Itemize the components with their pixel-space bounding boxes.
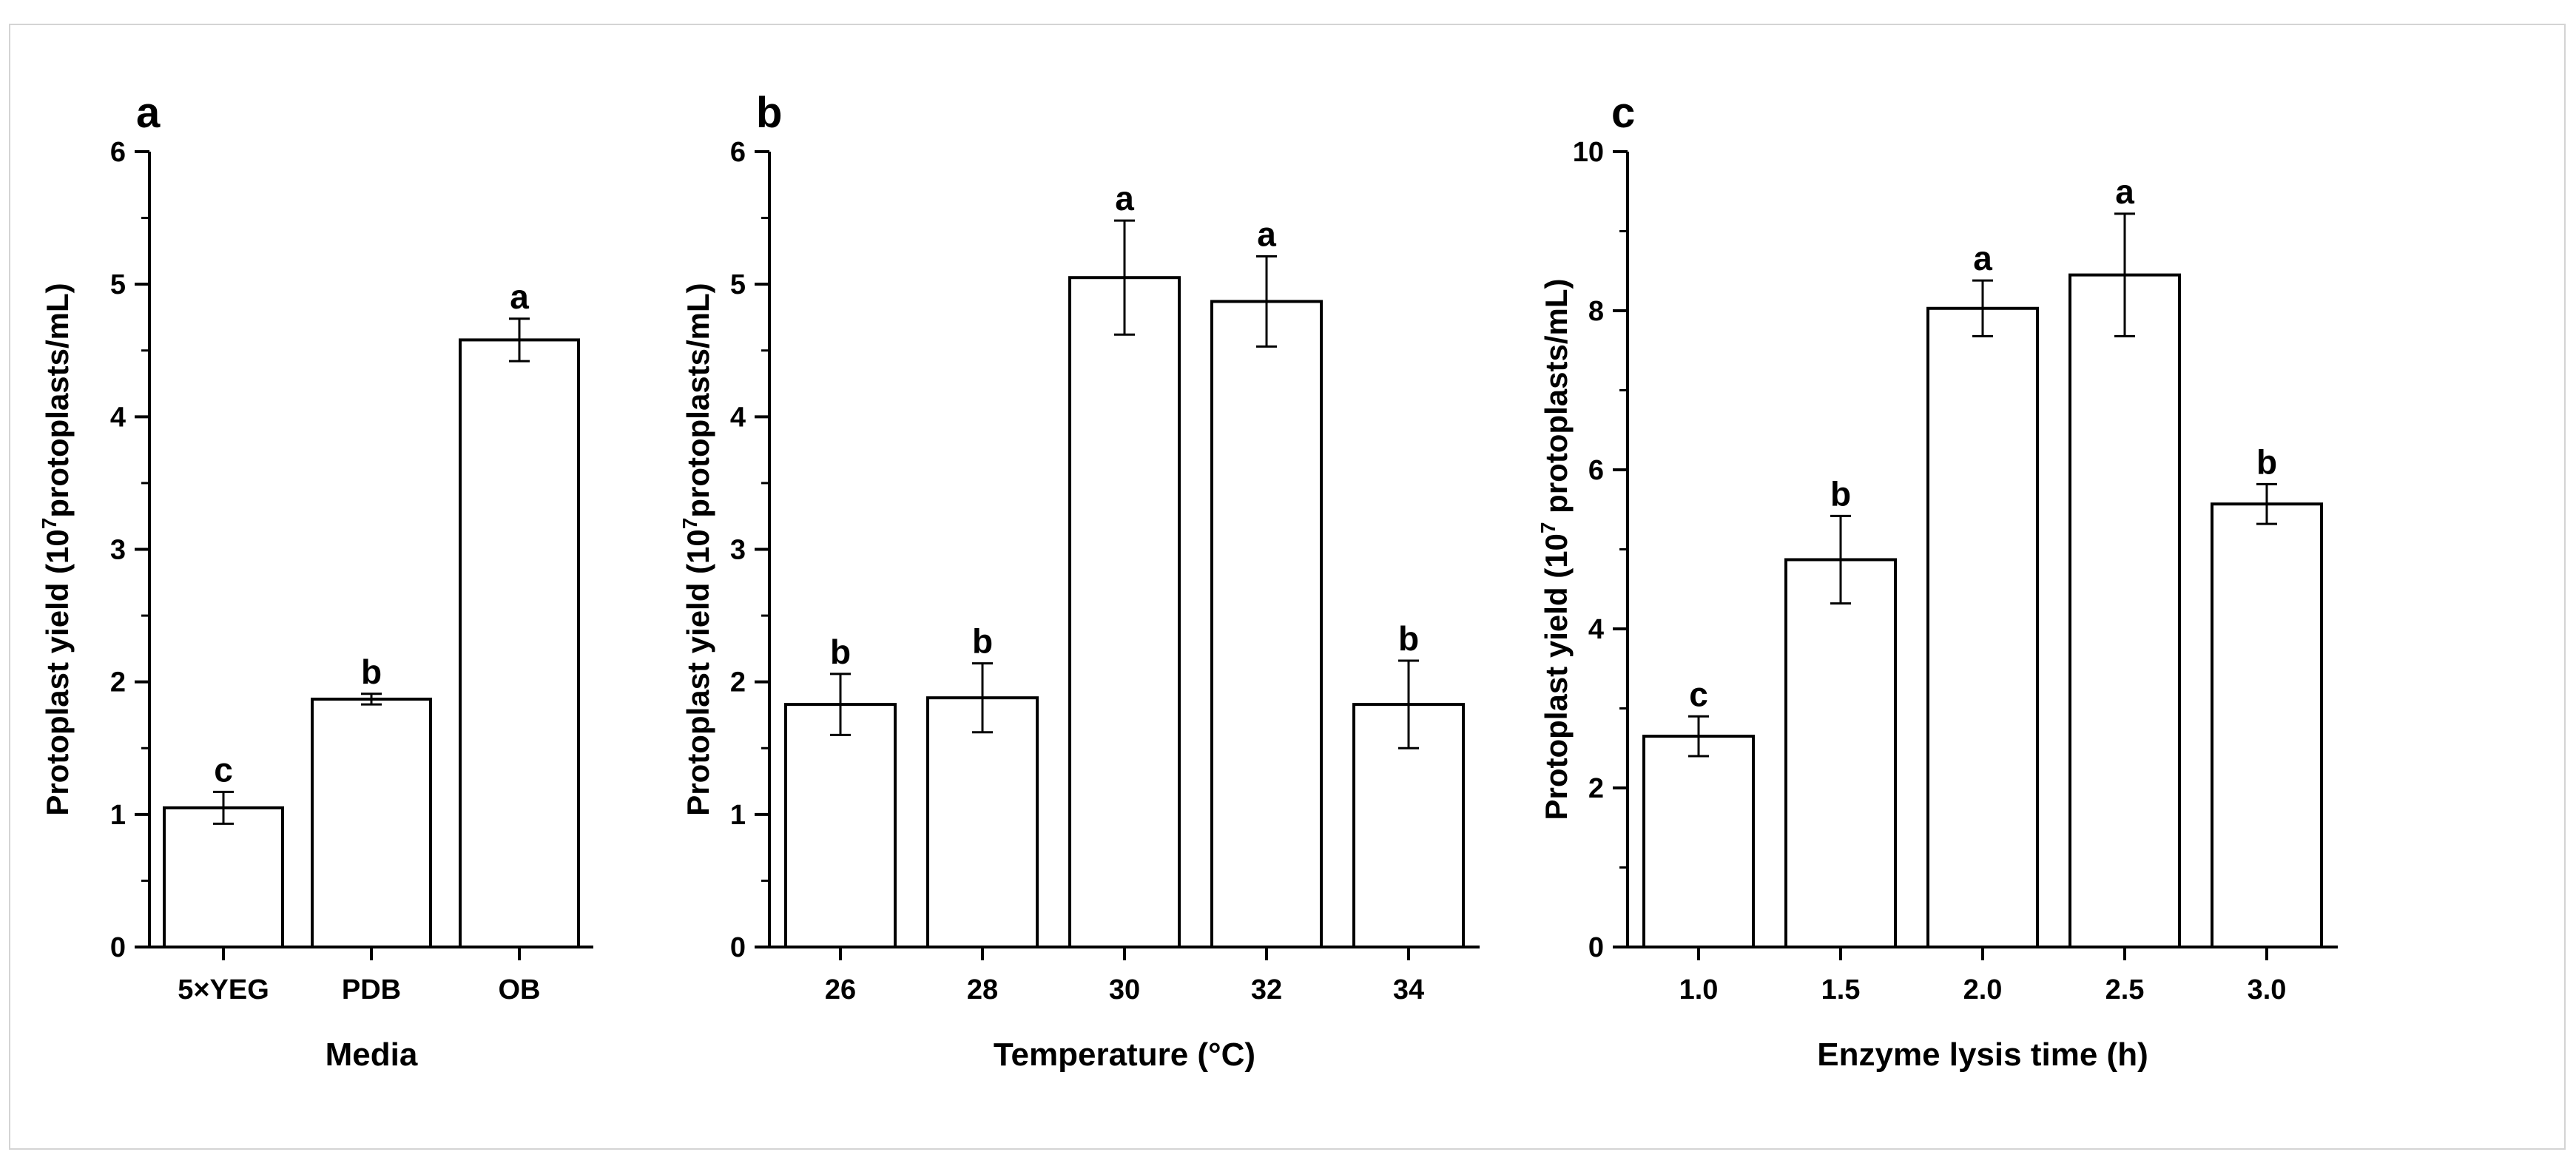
significance-letter: a <box>2115 172 2134 211</box>
y-axis-label-exponent: 7 <box>1537 522 1560 534</box>
x-axis-label: Temperature (°C) <box>994 1037 1255 1073</box>
y-axis-label: Protoplast yield (107protoplasts/mL) <box>38 283 75 815</box>
y-tick-label: 3 <box>730 535 746 566</box>
y-axis-label: Protoplast yield (107protoplasts/mL) <box>678 283 715 815</box>
bar <box>163 806 284 948</box>
y-tick-label: 3 <box>110 535 126 566</box>
x-axis-label: Media <box>326 1037 418 1073</box>
x-tick-label: OB <box>499 974 541 1005</box>
significance-letter: b <box>1830 474 1851 513</box>
x-axis-label: Enzyme lysis time (h) <box>1817 1037 2148 1073</box>
significance-letter: b <box>972 622 993 661</box>
y-axis-label-prefix: Protoplast yield (10 <box>40 529 75 815</box>
x-tick-label: 30 <box>1109 974 1140 1005</box>
significance-letter: a <box>1257 215 1276 254</box>
significance-letter: b <box>2256 442 2277 481</box>
x-tick-label: PDB <box>342 974 401 1005</box>
y-tick-label: 4 <box>110 402 126 433</box>
x-tick-label: 1.5 <box>1821 974 1861 1005</box>
y-axis-label-suffix: protoplasts/mL) <box>1539 278 1574 522</box>
bar <box>311 697 432 948</box>
panel-letter: c <box>1611 89 1635 137</box>
y-tick-label: 6 <box>730 137 746 168</box>
bar <box>1210 300 1323 949</box>
y-tick-label: 6 <box>110 137 126 168</box>
y-tick-label: 2 <box>730 667 746 698</box>
bar <box>459 338 580 948</box>
y-axis-label-exponent: 7 <box>678 518 701 530</box>
chart-panel-a: a c 5×YEG b PDB a OB 0 1 2 3 4 5 6 Media Protoplast yie… <box>38 89 593 1073</box>
x-tick-label: 3.0 <box>2248 974 2287 1005</box>
y-axis-label: Protoplast yield (107 protoplasts/mL) <box>1537 278 1574 820</box>
x-tick-label: 2.0 <box>1963 974 2003 1005</box>
y-tick-label: 5 <box>110 269 126 300</box>
significance-letter: b <box>1398 619 1419 658</box>
x-tick-label: 5×YEG <box>178 974 269 1005</box>
x-tick-label: 34 <box>1393 974 1424 1005</box>
x-tick-label: 2.5 <box>2105 974 2145 1005</box>
y-tick-label: 0 <box>730 932 746 963</box>
y-axis-label-suffix: protoplasts/mL) <box>681 283 715 517</box>
y-tick-label: 0 <box>1588 932 1604 963</box>
bar <box>1068 276 1181 949</box>
y-tick-label: 5 <box>730 269 746 300</box>
y-tick-label: 0 <box>110 932 126 963</box>
x-tick-label: 1.0 <box>1679 974 1719 1005</box>
significance-letter: a <box>1115 179 1134 218</box>
significance-letter: b <box>830 633 851 671</box>
bar <box>2211 502 2323 948</box>
y-axis-label-prefix: Protoplast yield (10 <box>681 529 715 815</box>
y-axis-label-exponent: 7 <box>38 518 61 530</box>
y-tick-label: 2 <box>110 667 126 698</box>
y-tick-label: 1 <box>730 800 746 831</box>
y-tick-label: 6 <box>1588 455 1604 486</box>
bar <box>926 696 1039 949</box>
significance-letter: a <box>1973 239 1992 277</box>
bar <box>784 703 897 948</box>
x-tick-label: 28 <box>967 974 998 1005</box>
x-tick-label: 32 <box>1251 974 1282 1005</box>
panel-letter: a <box>136 89 161 137</box>
y-tick-label: 4 <box>730 402 746 433</box>
bar <box>1784 558 1897 948</box>
panel-letter: b <box>756 89 782 137</box>
y-tick-label: 10 <box>1573 137 1604 168</box>
significance-letter: b <box>361 653 382 691</box>
bar <box>2068 273 2181 948</box>
bar <box>1926 306 2039 948</box>
y-axis-label-suffix: protoplasts/mL) <box>40 283 75 517</box>
significance-letter: c <box>214 750 233 789</box>
bar <box>1642 735 1755 948</box>
significance-letter: c <box>1689 675 1708 713</box>
y-tick-label: 1 <box>110 800 126 831</box>
y-tick-label: 2 <box>1588 773 1604 804</box>
x-tick-label: 26 <box>825 974 856 1005</box>
y-tick-label: 8 <box>1588 296 1604 327</box>
chart-panel-c: c c 1.0 b 1.5 a 2.0 a 2.5 b 3.0 0 2 4 6 8 10 Enzyme lysis… <box>1537 89 2338 1073</box>
significance-letter: a <box>510 277 529 316</box>
y-axis-label-prefix: Protoplast yield (10 <box>1539 533 1574 820</box>
y-tick-label: 4 <box>1588 614 1604 645</box>
